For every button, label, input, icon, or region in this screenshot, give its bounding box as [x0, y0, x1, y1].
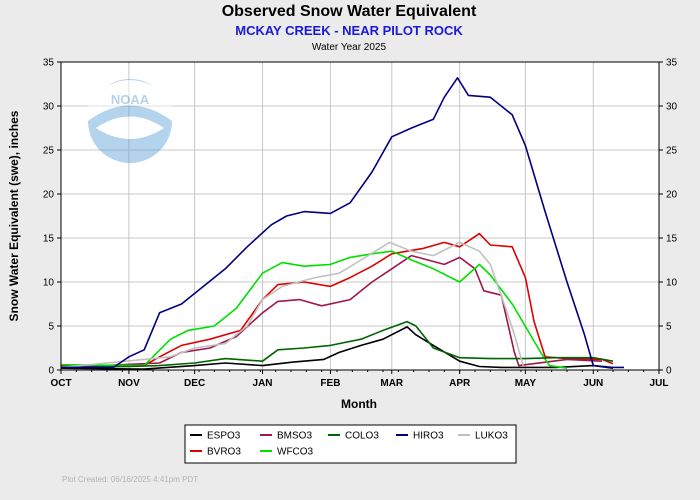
y-tick-label-left: 10 — [43, 278, 55, 289]
water-year-label: Water Year 2025 — [312, 42, 387, 53]
x-tick-label: MAR — [380, 378, 404, 389]
plot-area — [61, 62, 659, 370]
y-tick-label-right: 20 — [666, 190, 678, 201]
y-tick-label-left: 0 — [48, 366, 54, 377]
y-tick-label-right: 10 — [666, 278, 678, 289]
legend-label-luko3: LUKO3 — [475, 431, 508, 442]
x-tick-label: JUL — [650, 378, 669, 389]
series-line-luko3 — [60, 241, 524, 369]
x-tick-label: APR — [449, 378, 471, 389]
y-tick-label-left: 5 — [48, 322, 54, 333]
chart-title: Observed Snow Water Equivalent — [222, 3, 477, 20]
series-line-hiro3 — [61, 77, 624, 369]
legend-label-bmso3: BMSO3 — [277, 431, 312, 442]
y-tick-label-right: 35 — [666, 58, 678, 69]
noaa-logo: NOAA — [88, 79, 172, 163]
y-tick-label-left: 35 — [43, 58, 55, 69]
series-line-bmso3 — [60, 254, 603, 369]
y-tick-label-right: 5 — [666, 322, 672, 333]
x-tick-label: JUN — [583, 378, 603, 389]
x-tick-label: JAN — [253, 378, 273, 389]
series-line-wfco3 — [60, 250, 568, 369]
gridlines — [61, 62, 659, 370]
series-line-espo3 — [60, 326, 614, 370]
legend-label-espo3: ESPO3 — [207, 431, 241, 442]
x-tick-label: FEB — [320, 378, 340, 389]
y-tick-label-right: 15 — [666, 234, 678, 245]
y-tick-label-left: 15 — [43, 234, 55, 245]
logo-text: NOAA — [111, 92, 150, 107]
y-tick-label-right: 25 — [666, 146, 678, 157]
legend-label-hiro3: HIRO3 — [413, 431, 444, 442]
legend-label-bvro3: BVRO3 — [207, 447, 241, 458]
series-line-colo3 — [60, 320, 614, 369]
y-tick-label-left: 20 — [43, 190, 55, 201]
y-tick-label-left: 30 — [43, 102, 55, 113]
legend-box — [184, 424, 517, 464]
legend-label-wfco3: WFCO3 — [277, 447, 314, 458]
legend: ESPO3 BMSO3 COLO3 HIRO3 LUKO3 BVRO3 WFCO3 — [184, 424, 517, 464]
plot-border — [60, 61, 660, 371]
y-tick-label-left: 25 — [43, 146, 55, 157]
y-tick-label-right: 0 — [666, 366, 672, 377]
plot-created-credit: Plot Created: 06/16/2025 4:41pm PDT — [62, 475, 198, 484]
legend-label-colo3: COLO3 — [345, 431, 379, 442]
y-tick-label-right: 30 — [666, 102, 678, 113]
series-line-bvro3 — [61, 232, 614, 367]
series-lines — [60, 77, 624, 370]
y-axis-label: Snow Water Equivalent (swe), inches — [7, 110, 21, 321]
x-tick-label: NOV — [118, 378, 140, 389]
x-axis-label: Month — [341, 397, 377, 411]
x-tick-label: DEC — [184, 378, 205, 389]
chart-subtitle: MCKAY CREEK - NEAR PILOT ROCK — [235, 23, 463, 38]
x-tick-label: MAY — [515, 378, 537, 389]
x-tick-label: OCT — [50, 378, 71, 389]
